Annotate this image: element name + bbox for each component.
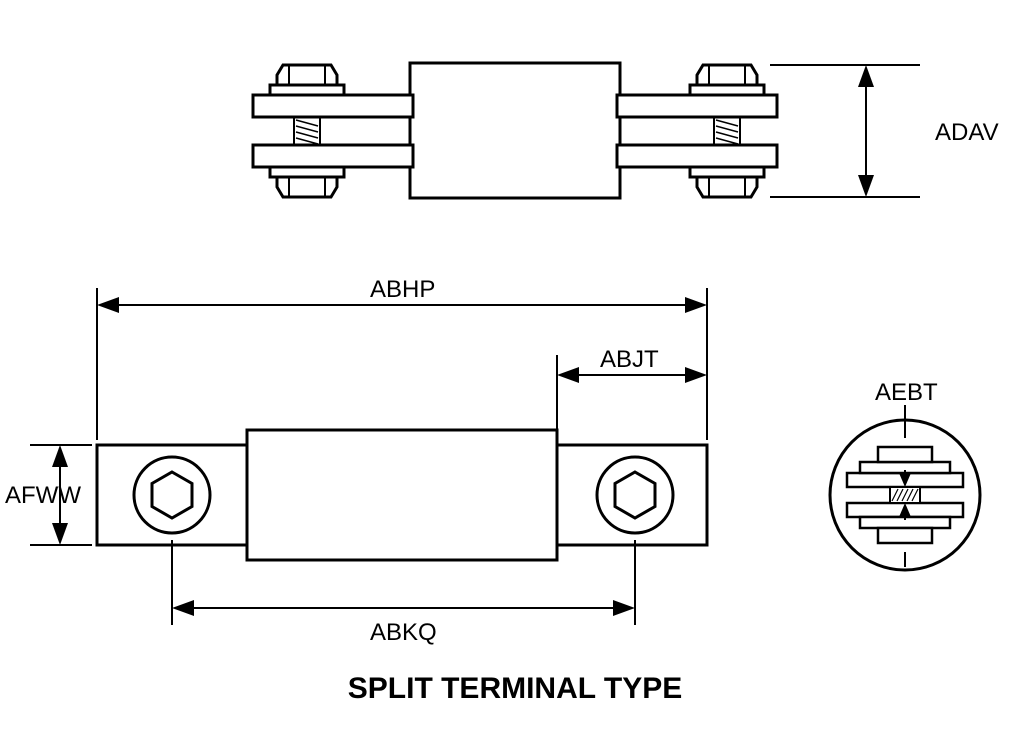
aebt-label: AEBT: [875, 379, 938, 406]
afww-label: AFWW: [5, 482, 81, 509]
front-view: ABHP ABJT AFWW ABKQ: [5, 276, 707, 646]
abkq-label: ABKQ: [370, 619, 437, 646]
dim-abjt: ABJT: [557, 346, 707, 435]
top-view: ADAV: [253, 63, 999, 198]
adav-label: ADAV: [935, 119, 999, 146]
dim-adav: ADAV: [770, 65, 999, 197]
diagram-canvas: ADAV ABHP ABJT: [0, 0, 1030, 740]
abhp-label: ABHP: [370, 276, 435, 303]
dim-afww: AFWW: [5, 445, 92, 545]
bolt-left: [253, 65, 413, 197]
abjt-label: ABJT: [600, 346, 659, 373]
detail-view: AEBT: [830, 379, 980, 570]
diagram-title: SPLIT TERMINAL TYPE: [0, 672, 1030, 706]
bolt-right: [617, 65, 777, 197]
